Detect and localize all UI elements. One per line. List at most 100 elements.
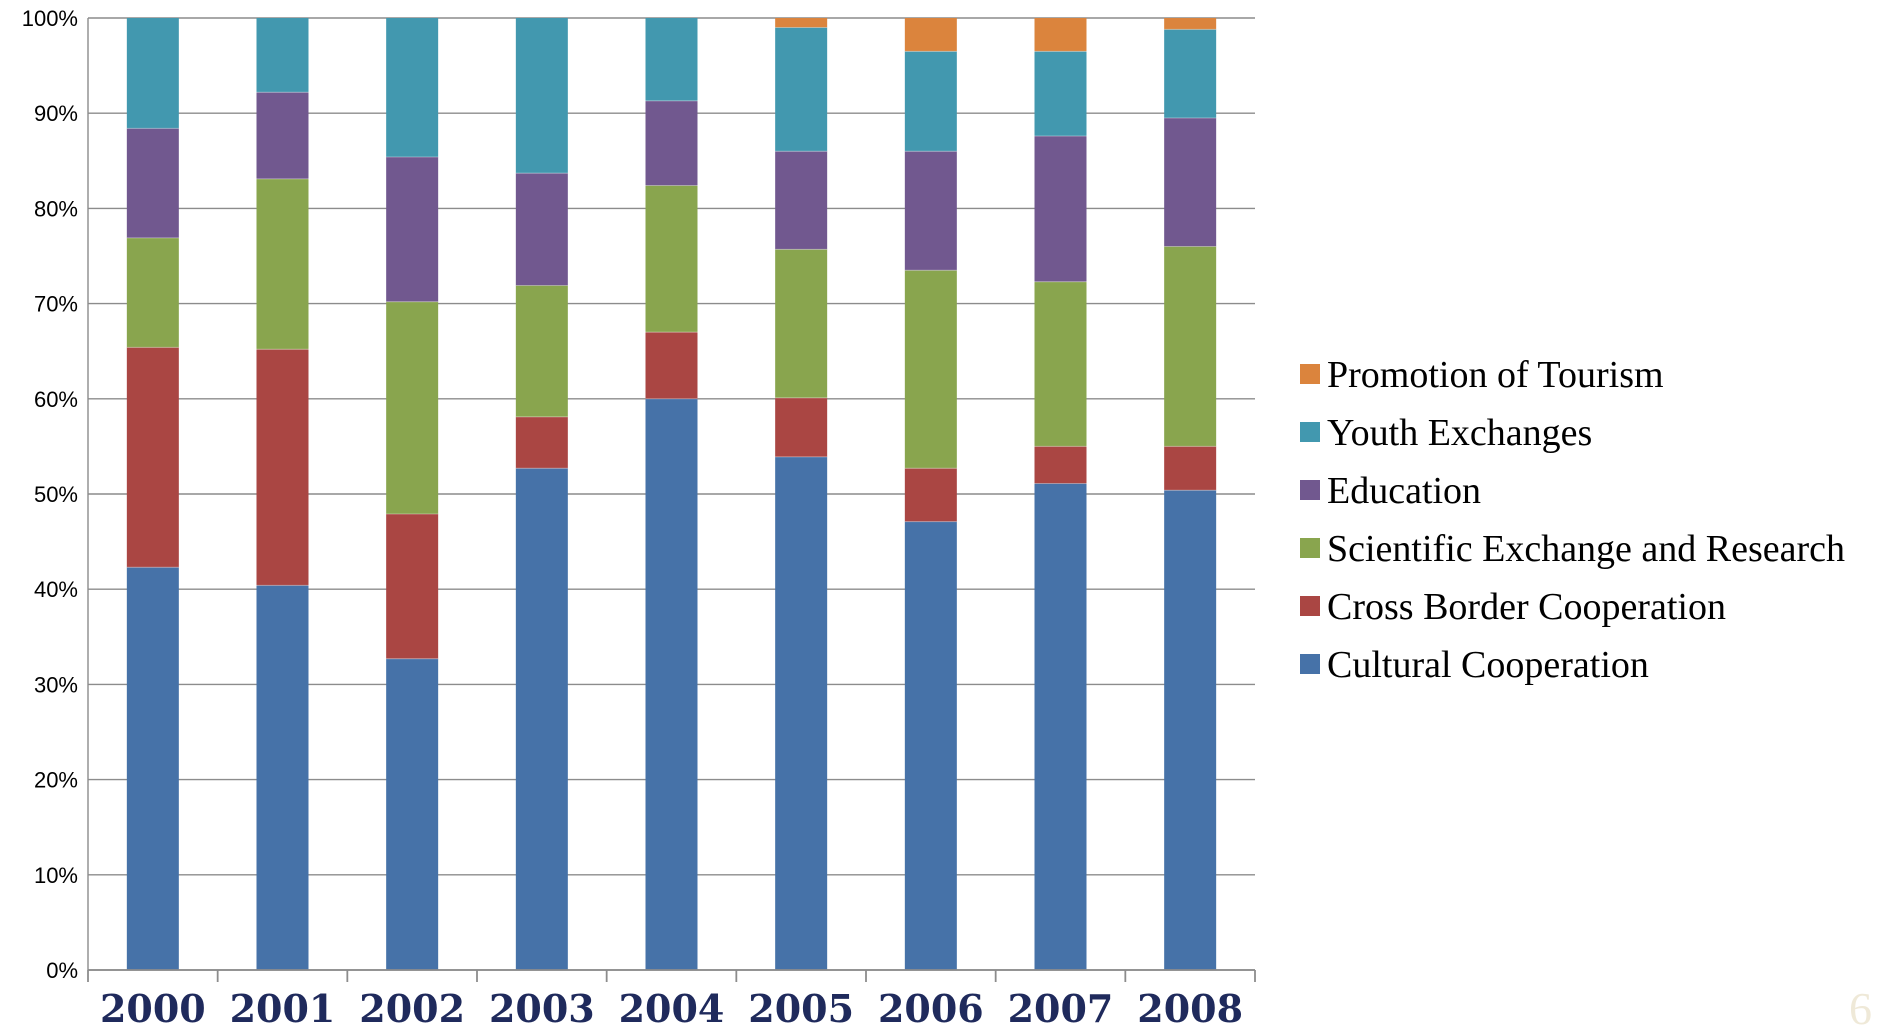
bar-stack-2001 xyxy=(256,18,309,970)
legend: Promotion of Tourism Youth Exchanges Educa… xyxy=(1300,354,1845,686)
x-axis xyxy=(87,18,1256,982)
bar-stack-2006 xyxy=(904,18,957,970)
bar-segment-cross-border-cooperation-2006 xyxy=(904,468,957,522)
y-tick-label: 70% xyxy=(34,292,78,317)
bar-segment-cross-border-cooperation-2007 xyxy=(1034,446,1087,484)
bar-segment-education-2001 xyxy=(256,92,309,179)
bar-segment-cross-border-cooperation-2005 xyxy=(775,397,828,457)
bar-segment-youth-exchanges-2002 xyxy=(386,18,439,157)
bar-segment-cultural-cooperation-2005 xyxy=(775,456,828,970)
legend-label: Cross Border Cooperation xyxy=(1327,586,1726,628)
x-tick-label: 2004 xyxy=(619,986,725,1030)
bar-segment-cultural-cooperation-2002 xyxy=(386,658,439,970)
bar-segment-youth-exchanges-2008 xyxy=(1164,29,1217,118)
x-tick-label: 2001 xyxy=(230,986,336,1030)
bar-segment-education-2008 xyxy=(1164,117,1217,247)
y-tick-label: 100% xyxy=(22,6,78,31)
y-tick-label: 0% xyxy=(46,958,78,983)
legend-item-education: Education xyxy=(1300,470,1481,512)
bar-segment-cultural-cooperation-2001 xyxy=(256,585,309,970)
bar-segment-scientific-exchange-and-research-2001 xyxy=(256,178,309,350)
bar-segment-youth-exchanges-2001 xyxy=(256,18,309,93)
bar-segment-promotion-of-tourism-2007 xyxy=(1034,18,1087,52)
bar-segment-education-2002 xyxy=(386,156,439,302)
bar-segment-scientific-exchange-and-research-2002 xyxy=(386,301,439,514)
bar-segment-education-2005 xyxy=(775,151,828,250)
page-number: 6 xyxy=(1849,983,1872,1030)
bar-segment-cross-border-cooperation-2008 xyxy=(1164,446,1217,491)
bar-segment-scientific-exchange-and-research-2000 xyxy=(126,237,179,348)
bar-segment-youth-exchanges-2007 xyxy=(1034,51,1087,137)
bar-segment-scientific-exchange-and-research-2003 xyxy=(515,285,568,417)
legend-item-cross-border-cooperation: Cross Border Cooperation xyxy=(1300,586,1726,628)
bars xyxy=(126,18,1217,970)
y-tick-label: 50% xyxy=(34,482,78,507)
bar-segment-cross-border-cooperation-2001 xyxy=(256,349,309,586)
bar-segment-youth-exchanges-2004 xyxy=(645,18,698,101)
bar-segment-scientific-exchange-and-research-2008 xyxy=(1164,246,1217,447)
y-tick-label: 90% xyxy=(34,101,78,126)
bar-segment-cultural-cooperation-2007 xyxy=(1034,483,1087,970)
legend-label: Promotion of Tourism xyxy=(1327,354,1664,396)
bar-stack-2007 xyxy=(1034,18,1087,970)
bar-stack-2008 xyxy=(1164,18,1217,970)
legend-item-scientific-exchange-and-research: Scientific Exchange and Research xyxy=(1300,528,1845,570)
legend-item-cultural-cooperation: Cultural Cooperation xyxy=(1300,644,1649,686)
bar-stack-2005 xyxy=(775,18,828,970)
bar-segment-scientific-exchange-and-research-2006 xyxy=(904,270,957,469)
y-axis-tick-labels: 0% 10% 20% 30% 40% 50% 60% 70% 80% 90% 100% xyxy=(22,6,78,983)
bar-segment-scientific-exchange-and-research-2005 xyxy=(775,249,828,398)
legend-label: Scientific Exchange and Research xyxy=(1327,528,1845,570)
bar-segment-promotion-of-tourism-2006 xyxy=(904,18,957,52)
legend-swatch xyxy=(1300,596,1320,616)
bar-stack-2002 xyxy=(386,18,439,970)
bar-stack-2004 xyxy=(645,18,698,970)
bar-segment-cultural-cooperation-2006 xyxy=(904,521,957,970)
legend-item-youth-exchanges: Youth Exchanges xyxy=(1300,412,1592,454)
bar-segment-cross-border-cooperation-2002 xyxy=(386,513,439,659)
bar-segment-scientific-exchange-and-research-2007 xyxy=(1034,281,1087,447)
legend-swatch xyxy=(1300,654,1320,674)
y-tick-label: 20% xyxy=(34,768,78,793)
bar-segment-education-2006 xyxy=(904,151,957,271)
bar-segment-youth-exchanges-2003 xyxy=(515,18,568,174)
bar-segment-cultural-cooperation-2003 xyxy=(515,468,568,970)
bar-segment-education-2003 xyxy=(515,173,568,286)
legend-swatch xyxy=(1300,480,1320,500)
x-tick-label: 2000 xyxy=(100,986,206,1030)
bar-segment-cross-border-cooperation-2004 xyxy=(645,332,698,399)
bar-stack-2003 xyxy=(515,18,568,970)
bar-segment-cultural-cooperation-2000 xyxy=(126,567,179,970)
x-tick-label: 2007 xyxy=(1008,986,1114,1030)
bar-segment-education-2004 xyxy=(645,100,698,186)
x-tick-label: 2005 xyxy=(748,986,854,1030)
bar-segment-cultural-cooperation-2008 xyxy=(1164,490,1217,970)
y-tick-label: 80% xyxy=(34,196,78,221)
y-tick-label: 10% xyxy=(34,863,78,888)
x-tick-label: 2006 xyxy=(878,986,984,1030)
legend-swatch xyxy=(1300,538,1320,558)
x-tick-label: 2008 xyxy=(1137,986,1243,1030)
bar-segment-cultural-cooperation-2004 xyxy=(645,398,698,970)
bar-segment-education-2000 xyxy=(126,128,179,238)
legend-label: Cultural Cooperation xyxy=(1327,644,1649,686)
x-axis-tick-labels: 2000 2001 2002 2003 2004 2005 2006 2007 2008 xyxy=(100,986,1243,1030)
bar-segment-scientific-exchange-and-research-2004 xyxy=(645,185,698,333)
legend-label: Youth Exchanges xyxy=(1327,412,1592,454)
bar-segment-youth-exchanges-2000 xyxy=(126,18,179,129)
bar-segment-youth-exchanges-2006 xyxy=(904,51,957,152)
legend-swatch xyxy=(1300,364,1320,384)
y-tick-label: 30% xyxy=(34,672,78,697)
x-tick-label: 2002 xyxy=(359,986,465,1030)
bar-segment-cross-border-cooperation-2000 xyxy=(126,347,179,568)
x-tick-label: 2003 xyxy=(489,986,595,1030)
bar-segment-youth-exchanges-2005 xyxy=(775,27,828,152)
bar-segment-education-2007 xyxy=(1034,136,1087,282)
legend-item-promotion-of-tourism: Promotion of Tourism xyxy=(1300,354,1664,396)
legend-label: Education xyxy=(1327,470,1481,512)
y-tick-label: 40% xyxy=(34,577,78,602)
bar-segment-promotion-of-tourism-2008 xyxy=(1164,18,1217,30)
legend-swatch xyxy=(1300,422,1320,442)
bar-stack-2000 xyxy=(126,18,179,970)
